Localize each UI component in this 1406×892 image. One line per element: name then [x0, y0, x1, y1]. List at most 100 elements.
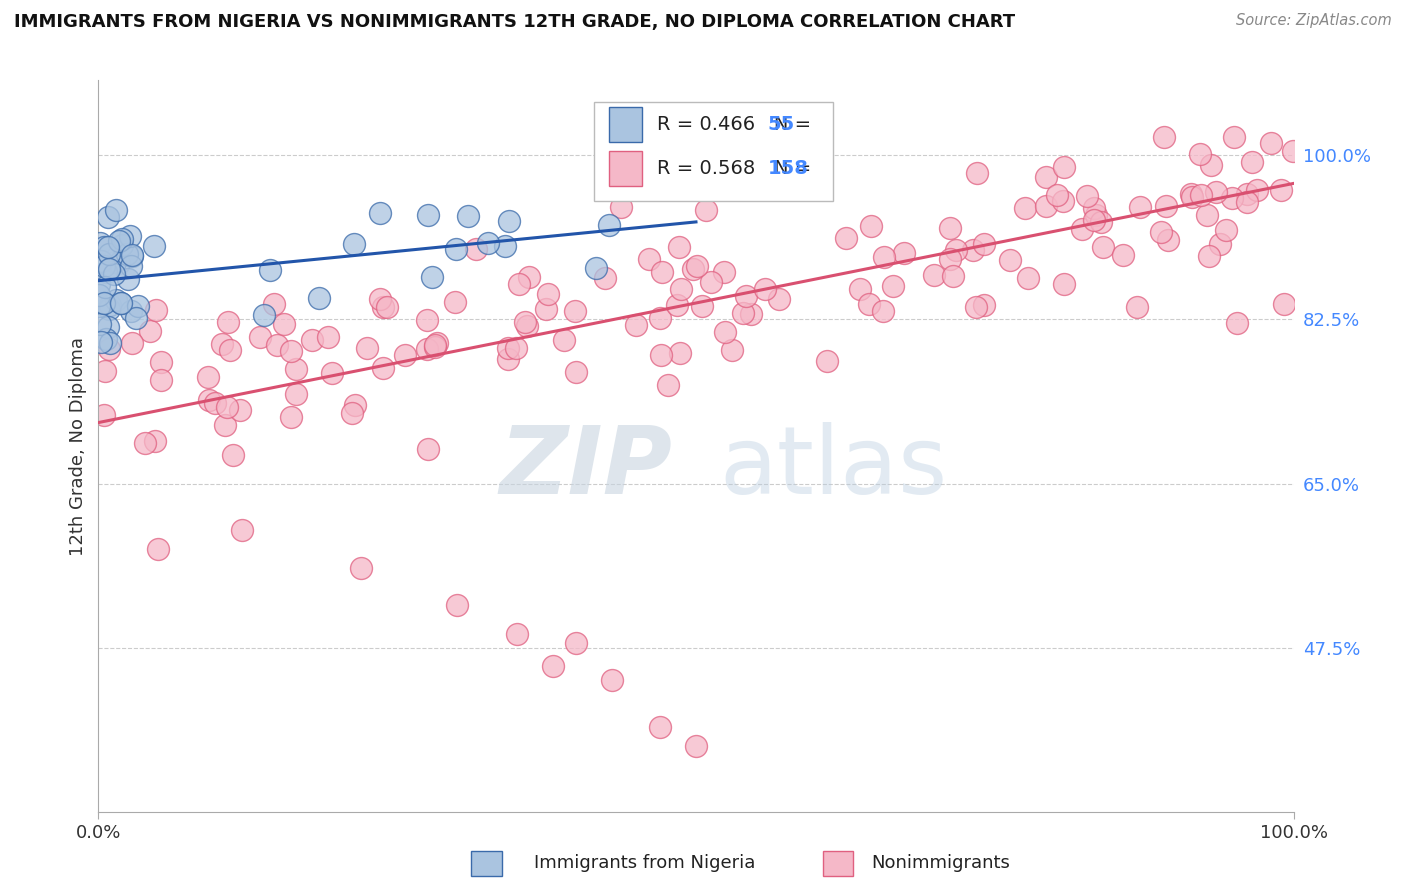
Text: atlas: atlas: [720, 422, 948, 514]
Point: [97, 342, 120, 356]
Point: [686, 259, 709, 273]
Point: [721, 343, 744, 357]
Point: [111, 232, 134, 246]
Point: [98, 301, 121, 316]
Point: [273, 318, 295, 332]
Point: [1246, 183, 1268, 197]
Point: [668, 240, 690, 254]
Point: [496, 351, 519, 366]
Point: [648, 720, 672, 734]
Point: [110, 296, 132, 310]
Point: [1076, 189, 1098, 203]
Point: [650, 347, 672, 361]
Point: [859, 219, 882, 233]
Text: 55: 55: [768, 115, 794, 134]
Point: [394, 348, 416, 362]
Point: [815, 353, 838, 368]
Point: [1281, 144, 1303, 158]
Point: [89, 235, 111, 250]
Point: [1129, 200, 1152, 214]
Point: [344, 398, 367, 412]
Point: [143, 434, 166, 448]
Text: ZIP: ZIP: [499, 422, 672, 514]
Point: [426, 336, 449, 351]
Point: [685, 739, 707, 753]
Point: [768, 293, 790, 307]
Text: IMMIGRANTS FROM NIGERIA VS NONIMMIGRANTS 12TH GRADE, NO DIPLOMA CORRELATION CHAR: IMMIGRANTS FROM NIGERIA VS NONIMMIGRANTS…: [14, 13, 1015, 31]
Point: [610, 201, 633, 215]
Point: [1046, 188, 1069, 202]
Point: [1215, 223, 1237, 237]
Point: [965, 300, 987, 314]
Point: [104, 254, 127, 268]
Point: [651, 265, 673, 279]
Point: [263, 297, 285, 311]
Point: [221, 449, 243, 463]
Point: [598, 218, 620, 232]
Point: [1208, 236, 1230, 251]
Point: [139, 325, 162, 339]
Point: [1223, 129, 1246, 144]
Point: [1150, 225, 1173, 239]
Point: [308, 291, 330, 305]
Point: [657, 377, 679, 392]
Point: [375, 300, 398, 314]
Point: [537, 286, 560, 301]
Point: [1017, 271, 1039, 285]
Point: [96, 240, 118, 254]
Point: [1090, 215, 1112, 229]
Point: [115, 247, 138, 261]
Point: [249, 330, 271, 344]
Point: [849, 282, 872, 296]
Point: [1240, 154, 1263, 169]
Point: [97, 320, 120, 334]
Point: [922, 268, 945, 283]
Point: [143, 239, 166, 253]
Point: [124, 311, 146, 326]
Point: [89, 317, 111, 331]
Point: [505, 341, 527, 355]
Point: [1205, 185, 1227, 199]
Point: [494, 239, 516, 253]
Point: [1000, 252, 1022, 267]
Point: [318, 330, 340, 344]
Point: [446, 242, 468, 256]
Point: [1091, 240, 1114, 254]
Point: [350, 561, 373, 575]
Point: [498, 214, 520, 228]
Point: [938, 252, 960, 266]
Point: [110, 296, 132, 310]
Point: [477, 236, 499, 251]
Point: [465, 243, 488, 257]
Point: [90, 334, 112, 349]
Point: [1154, 199, 1177, 213]
Point: [87, 277, 110, 291]
Point: [446, 599, 468, 613]
Point: [682, 261, 704, 276]
Text: R = 0.466   N =: R = 0.466 N =: [657, 115, 817, 134]
Point: [1272, 297, 1295, 311]
Point: [214, 417, 236, 432]
Point: [553, 334, 575, 348]
Point: [624, 318, 647, 332]
Point: [938, 221, 960, 235]
Point: [90, 253, 112, 268]
Point: [1014, 201, 1036, 215]
Point: [735, 289, 758, 303]
FancyBboxPatch shape: [609, 107, 643, 142]
Point: [508, 277, 530, 291]
Point: [585, 261, 607, 276]
Point: [416, 313, 439, 327]
Point: [117, 272, 139, 286]
Point: [96, 265, 118, 279]
Point: [87, 288, 110, 302]
Point: [882, 278, 904, 293]
Point: [1112, 247, 1135, 261]
Point: [1195, 208, 1218, 222]
Point: [97, 247, 120, 261]
Point: [108, 235, 131, 249]
Point: [1053, 160, 1076, 174]
Point: [966, 166, 988, 180]
Point: [118, 228, 141, 243]
Point: [1220, 191, 1243, 205]
